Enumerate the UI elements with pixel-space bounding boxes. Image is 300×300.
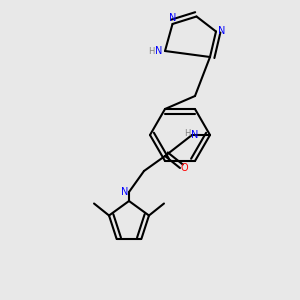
Text: H: H (184, 129, 191, 138)
Text: O: O (181, 163, 188, 173)
Text: N: N (155, 46, 163, 56)
Text: N: N (121, 187, 128, 197)
Text: N: N (191, 130, 198, 140)
Text: H: H (148, 46, 154, 56)
Text: N: N (169, 13, 176, 23)
Text: N: N (218, 26, 226, 37)
